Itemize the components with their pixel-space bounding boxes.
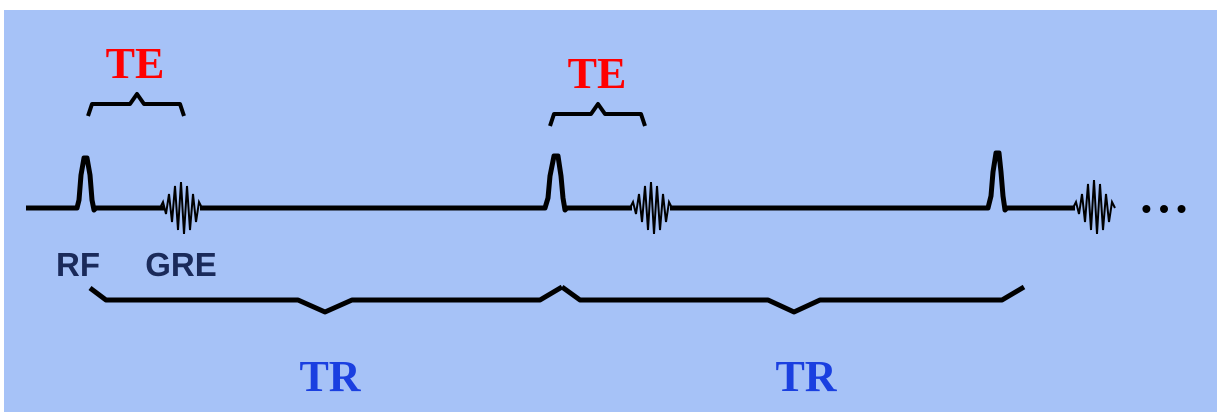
gre-echo-1 xyxy=(159,181,203,235)
te-brace-1 xyxy=(86,92,186,117)
diagram-background xyxy=(4,10,1217,412)
te-brace-2 xyxy=(548,102,647,127)
ellipsis: • • • xyxy=(1142,193,1187,224)
timeline-trace xyxy=(26,150,1075,213)
tr-label-2: TR xyxy=(775,352,837,401)
gre-echo-3 xyxy=(1072,179,1116,235)
rf-label: RF xyxy=(56,246,100,283)
tr-brace-1 xyxy=(88,284,564,315)
gre-label: GRE xyxy=(145,246,217,283)
te-label-2: TE xyxy=(568,49,627,98)
tr-label-1: TR xyxy=(299,352,361,401)
gre-echo-2 xyxy=(629,181,673,235)
te-label-1: TE xyxy=(106,39,165,88)
tr-brace-2 xyxy=(560,284,1026,315)
